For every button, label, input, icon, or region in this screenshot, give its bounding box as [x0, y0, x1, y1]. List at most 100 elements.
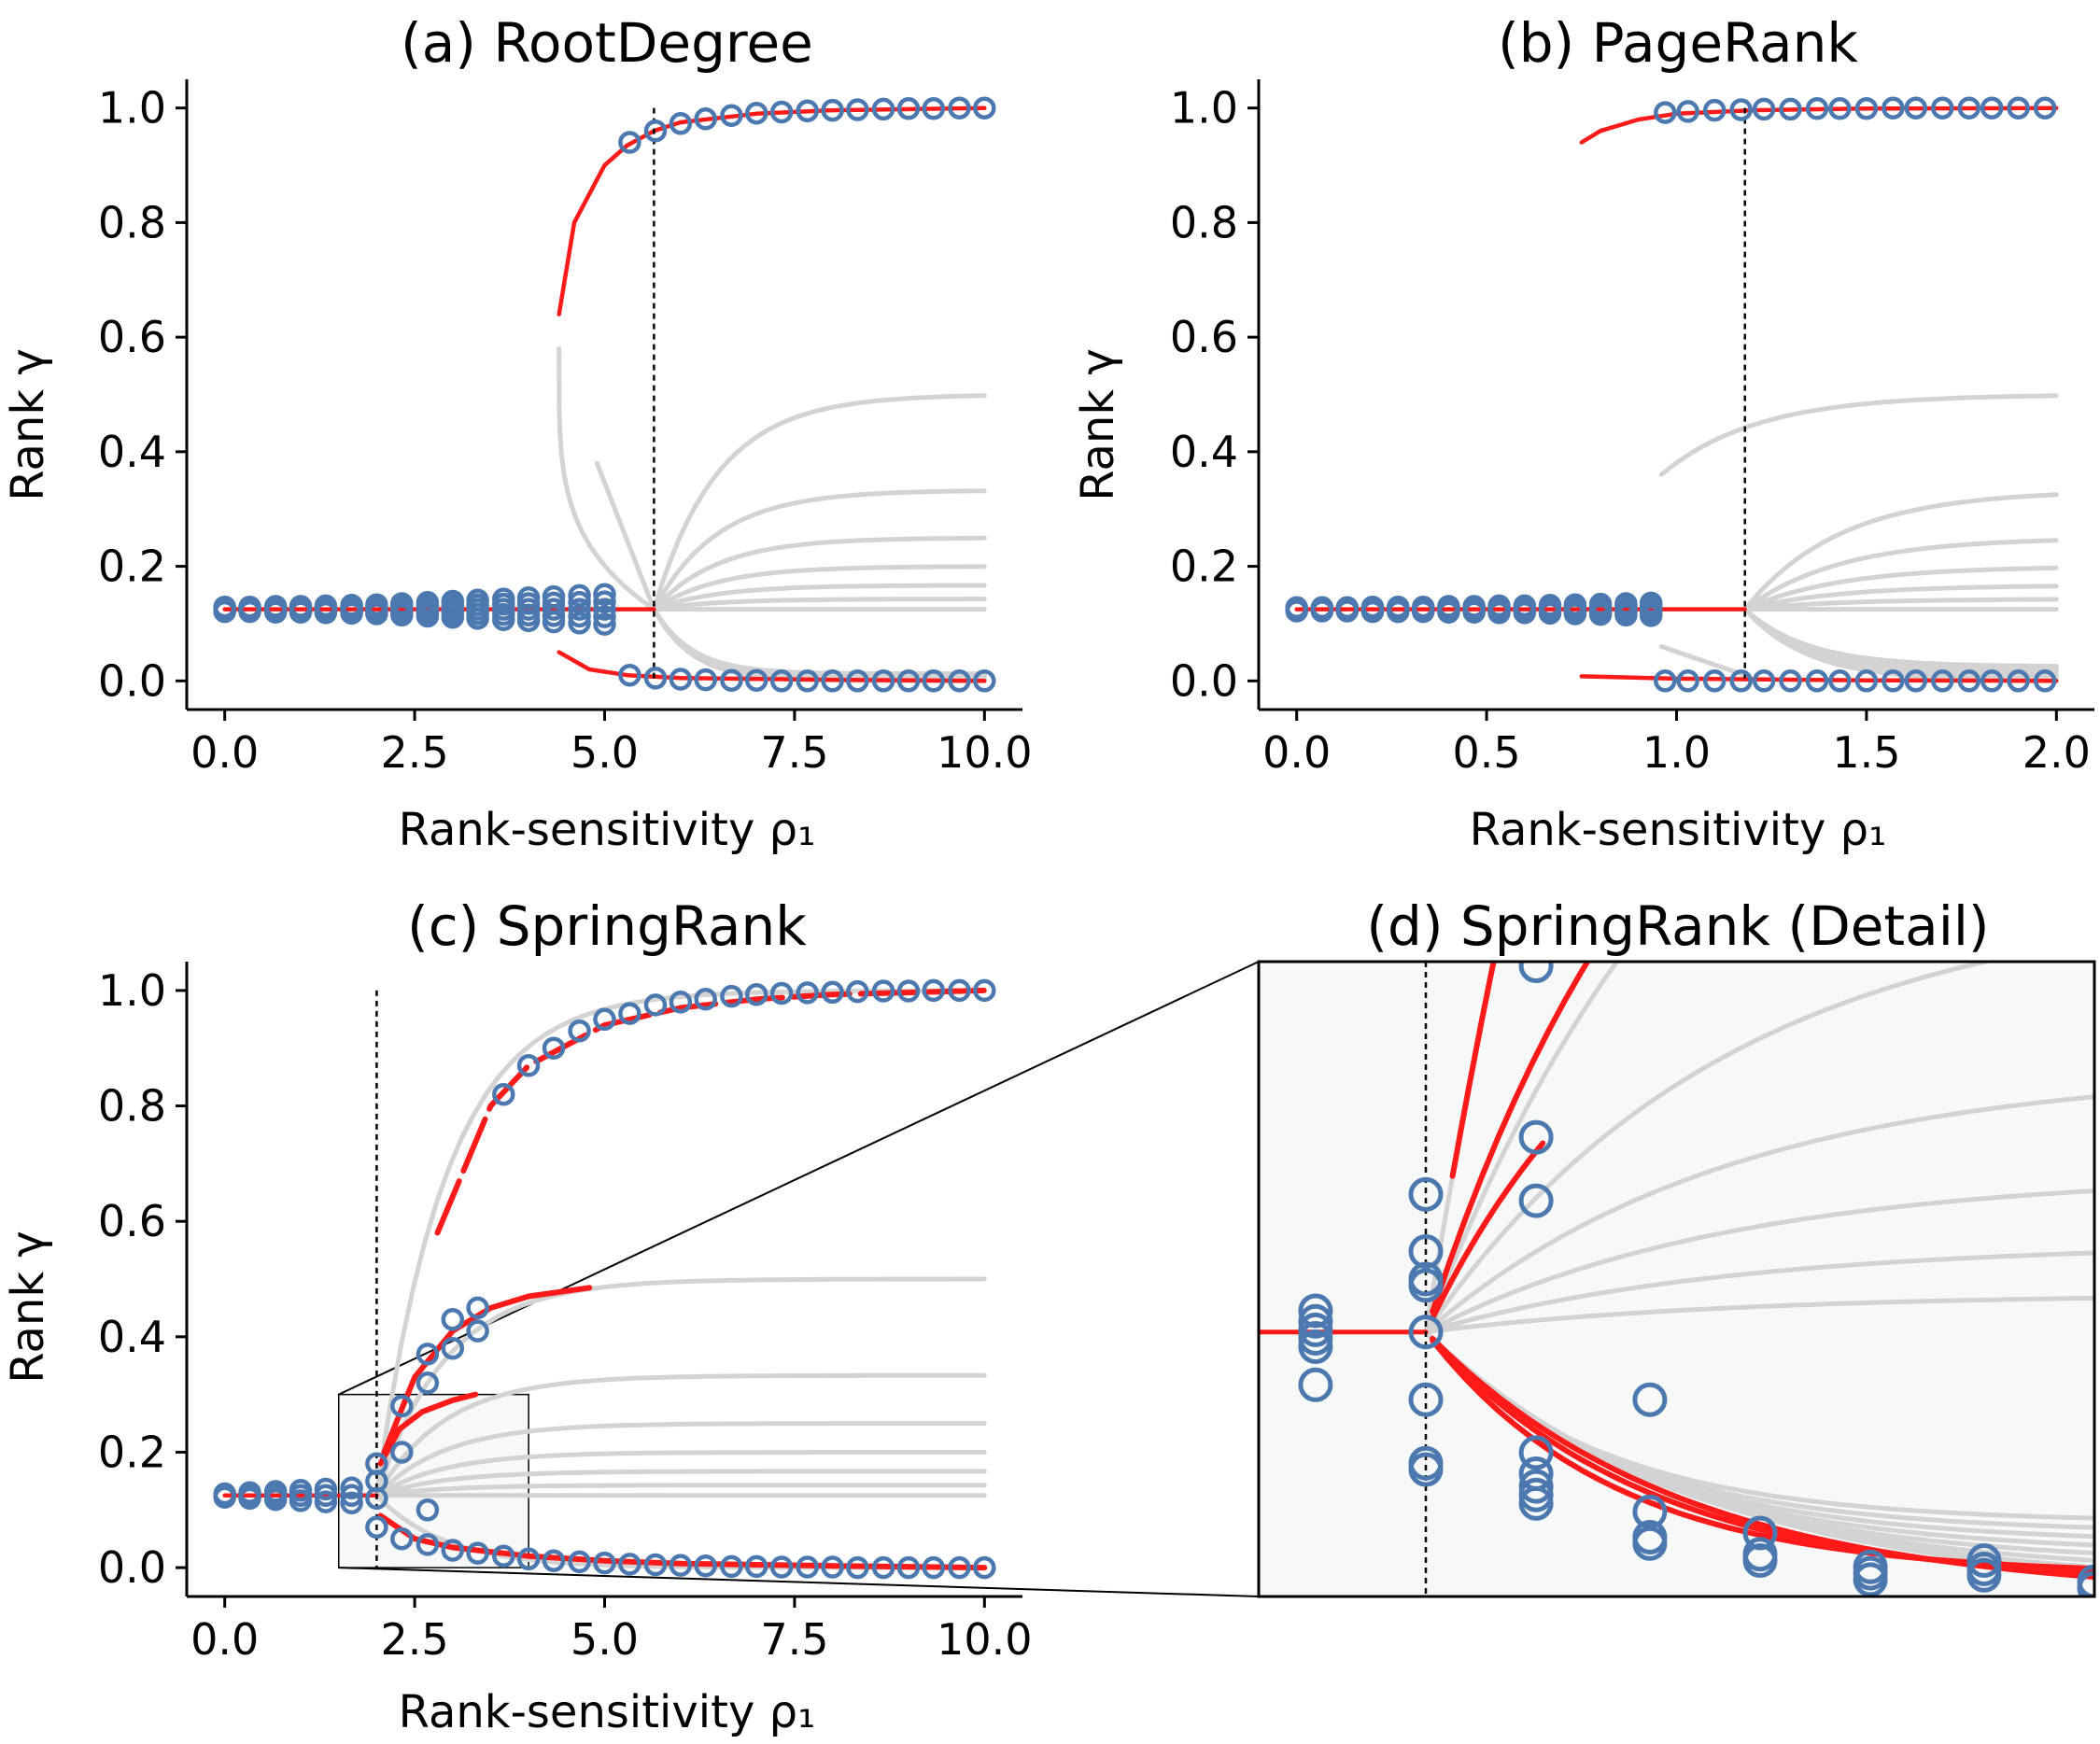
simulation-point — [365, 1470, 388, 1493]
simulation-point — [1805, 669, 1829, 693]
simulation-point — [948, 96, 971, 120]
simulation-point — [314, 1477, 338, 1501]
simulation-point — [618, 663, 641, 687]
simulation-point — [871, 1555, 895, 1580]
simulation-point — [1676, 100, 1699, 123]
simulation-point — [238, 595, 261, 619]
simulation-point — [744, 101, 768, 125]
simulation-point — [1828, 97, 1852, 120]
simulation-point — [973, 669, 996, 693]
simulation-point — [1285, 596, 1308, 620]
low-branch-red-line — [1430, 1140, 1546, 1321]
gray-branch-line — [373, 1469, 987, 1498]
y-tick-label: 0.8 — [1170, 197, 1238, 247]
simulation-point — [1614, 592, 1638, 615]
simulation-point — [542, 1549, 566, 1572]
panel-c-title: (c) SpringRank — [407, 894, 807, 958]
simulation-point — [694, 1554, 717, 1578]
upper-branch-red-line — [1579, 105, 2059, 145]
x-tick-label: 7.5 — [760, 727, 828, 778]
simulation-point — [1966, 1557, 2002, 1593]
x-tick-label: 7.5 — [760, 1614, 828, 1665]
simulation-point — [568, 591, 591, 614]
simulation-point — [948, 669, 971, 693]
panel-b-xlabel: Rank-sensitivity ρ₁ — [1470, 804, 1887, 856]
y-tick-label: 0.2 — [1170, 541, 1238, 592]
simulation-point — [441, 1336, 465, 1360]
simulation-point — [340, 1491, 363, 1515]
simulation-point — [466, 1296, 489, 1320]
gray-branch-line — [651, 607, 987, 678]
simulation-point — [1437, 595, 1460, 618]
gray-branch-line — [373, 1372, 987, 1498]
simulation-point — [441, 1308, 465, 1331]
simulation-point — [1752, 669, 1776, 693]
simulation-point — [1931, 669, 1954, 693]
panel-b-title: (b) PageRank — [1498, 11, 1858, 75]
gray-branch-line — [1423, 1329, 2094, 1521]
low-branch-red-line — [377, 1391, 479, 1467]
y-tick-label: 0.4 — [98, 427, 166, 477]
simulation-point — [1538, 594, 1562, 617]
y-tick-label: 0.0 — [98, 1542, 166, 1593]
panel-c-plot: 0.0 2.5 5.0 7.5 10.0 0.0 0.2 0.4 0.6 0.8 1.0 — [98, 961, 1260, 1665]
simulation-point — [669, 112, 693, 135]
gray-branch-line — [651, 583, 987, 612]
simulation-point — [441, 589, 465, 613]
simulation-point — [796, 99, 819, 123]
simulation-point — [1729, 98, 1753, 121]
panel-b-ylabel: Rank γ — [1072, 348, 1124, 501]
simulation-point — [1408, 1452, 1444, 1487]
simulation-point — [643, 119, 668, 143]
gray-branch-line — [1423, 1188, 2094, 1335]
x-tick-label: 2.0 — [2022, 727, 2091, 778]
x-tick-label: 0.5 — [1453, 727, 1521, 778]
simulation-point — [669, 991, 693, 1014]
simulation-point — [669, 1554, 693, 1577]
simulation-point — [769, 100, 794, 124]
y-tick-label: 1.0 — [98, 965, 166, 1016]
y-tick-label: 0.2 — [98, 1427, 166, 1477]
simulation-point — [669, 668, 693, 691]
simulation-point — [1387, 595, 1410, 619]
gray-branch-line — [1742, 492, 2059, 612]
y-tick-label: 1.0 — [1170, 83, 1238, 134]
gray-branch-line — [1742, 565, 2059, 612]
simulation-point — [340, 1476, 363, 1500]
simulation-point — [1518, 1119, 1554, 1155]
y-tick-label: 0.8 — [98, 1081, 166, 1132]
simulation-point — [1752, 97, 1776, 121]
simulation-point — [1779, 97, 1802, 121]
simulation-point — [289, 595, 313, 618]
x-tick-label: 0.0 — [1262, 727, 1331, 778]
simulation-point — [720, 984, 743, 1008]
simulation-point — [593, 1551, 616, 1575]
simulation-point — [593, 605, 616, 628]
simulation-point — [416, 591, 440, 614]
simulation-point — [263, 1480, 288, 1503]
simulation-point — [821, 98, 844, 122]
top-branch-red-line — [1449, 962, 1497, 1179]
detail-frame — [1257, 960, 2096, 1598]
simulation-point — [846, 979, 869, 1004]
gray-branch-line — [1742, 607, 2059, 668]
y-tick-label: 0.6 — [98, 312, 166, 362]
simulation-point — [896, 669, 921, 693]
panel-c-ylabel: Rank γ — [2, 1231, 54, 1384]
simulation-point — [1513, 594, 1537, 618]
y-tick-label: 0.4 — [98, 1312, 166, 1362]
zoom-connector-line — [338, 1567, 1260, 1597]
simulation-point — [340, 594, 363, 617]
simulation-point — [1882, 669, 1905, 693]
simulation-point — [896, 1555, 921, 1580]
simulation-point — [593, 612, 616, 636]
x-tick-label: 0.0 — [190, 1614, 259, 1665]
simulation-point — [1360, 595, 1385, 619]
simulation-point — [365, 1515, 388, 1540]
simulation-point — [796, 1555, 819, 1579]
simulation-point — [973, 96, 996, 120]
simulation-point — [618, 1553, 641, 1576]
gray-branch-line — [373, 1276, 987, 1498]
simulation-point — [846, 98, 869, 121]
gray-branch-line — [651, 535, 987, 612]
